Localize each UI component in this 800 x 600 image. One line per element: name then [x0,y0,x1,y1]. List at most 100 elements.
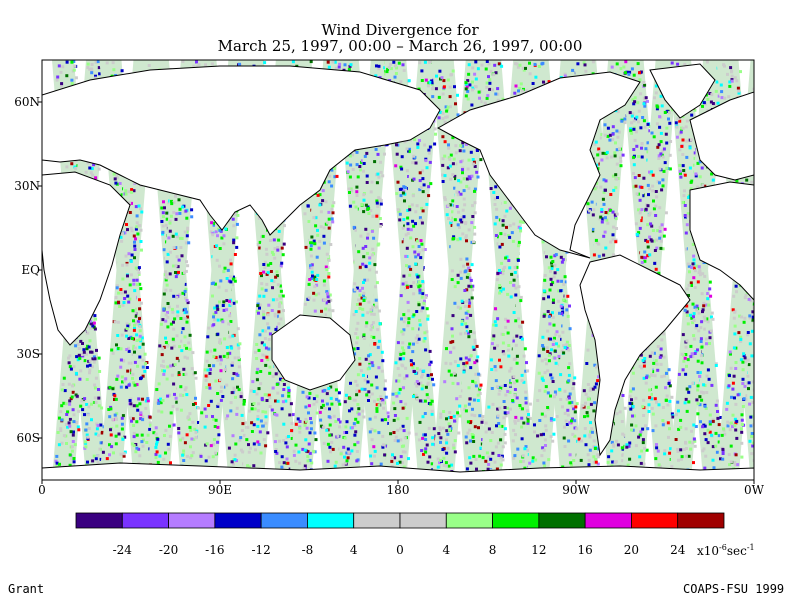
divergence-cell [316,228,319,232]
divergence-cell [62,401,66,405]
divergence-cell [308,431,312,435]
divergence-cell [329,243,333,246]
divergence-cell [471,345,475,349]
divergence-cell [371,305,375,309]
divergence-cell [358,362,362,366]
divergence-cell [280,246,284,250]
divergence-cell [367,354,371,358]
divergence-cell [182,308,185,312]
divergence-cell [222,270,226,274]
divergence-cell [355,185,359,189]
divergence-cell [523,447,527,451]
divergence-cell [225,383,229,387]
divergence-cell [188,412,192,416]
divergence-cell [470,103,474,107]
divergence-cell [443,120,447,124]
divergence-cell [445,115,449,119]
divergence-cell [60,388,64,392]
divergence-cell [218,247,222,250]
divergence-cell [392,401,396,405]
divergence-cell [85,403,89,406]
divergence-cell [115,417,118,421]
divergence-cell [88,359,92,363]
divergence-cell [87,427,91,430]
divergence-cell [458,414,462,418]
divergence-cell [501,97,505,101]
divergence-cell [242,400,246,403]
divergence-cell [411,362,415,366]
divergence-cell [325,268,329,271]
divergence-cell [450,219,454,223]
divergence-cell [310,277,314,280]
divergence-cell [307,411,310,415]
divergence-cell [323,388,327,392]
divergence-cell [466,167,470,171]
divergence-cell [411,194,415,198]
divergence-cell [527,413,530,416]
divergence-cell [86,344,89,348]
divergence-cell [420,449,424,452]
divergence-cell [119,452,123,456]
divergence-cell [195,60,198,64]
divergence-cell [308,278,312,281]
divergence-cell [99,441,103,445]
divergence-cell [497,235,500,239]
divergence-cell [301,390,305,394]
divergence-cell [455,162,459,166]
divergence-cell [461,232,465,236]
divergence-cell [353,352,357,356]
divergence-cell [355,389,359,393]
divergence-cell [459,276,463,280]
divergence-cell [459,357,463,361]
divergence-cell [225,277,229,280]
divergence-cell [88,368,92,372]
divergence-cell [252,464,256,468]
divergence-cell [515,334,519,338]
divergence-cell [415,380,419,383]
divergence-cell [114,181,118,185]
divergence-cell [452,235,456,239]
divergence-cell [270,250,274,254]
divergence-cell [226,414,230,418]
divergence-cell [465,275,469,279]
divergence-cell [379,224,382,228]
divergence-cell [120,291,124,295]
divergence-cell [362,210,366,214]
divergence-cell [133,248,137,251]
divergence-cell [420,206,424,210]
divergence-cell [378,399,382,403]
divergence-cell [154,455,158,459]
divergence-cell [421,292,425,296]
divergence-cell [223,337,227,341]
divergence-cell [450,278,454,281]
divergence-cell [307,404,311,408]
divergence-cell [290,437,294,440]
divergence-cell [139,287,143,291]
divergence-cell [363,387,367,391]
divergence-cell [469,278,473,282]
divergence-cell [474,85,478,89]
divergence-cell [428,349,432,353]
divergence-cell [468,276,472,280]
divergence-cell [463,203,467,207]
divergence-cell [66,410,70,414]
divergence-cell [57,443,61,447]
divergence-cell [400,167,404,171]
divergence-cell [282,388,286,391]
divergence-cell [71,433,75,437]
divergence-cell [209,349,213,353]
divergence-cell [157,401,161,405]
divergence-cell [259,370,263,373]
divergence-cell [241,422,245,426]
divergence-cell [400,330,404,334]
divergence-cell [179,339,183,343]
divergence-cell [96,454,100,458]
divergence-cell [443,140,447,144]
divergence-cell [414,393,418,397]
divergence-cell [493,63,497,67]
divergence-cell [519,335,523,339]
divergence-cell [172,264,175,268]
divergence-cell [418,188,422,192]
divergence-cell [148,421,152,425]
divergence-cell [88,67,92,71]
